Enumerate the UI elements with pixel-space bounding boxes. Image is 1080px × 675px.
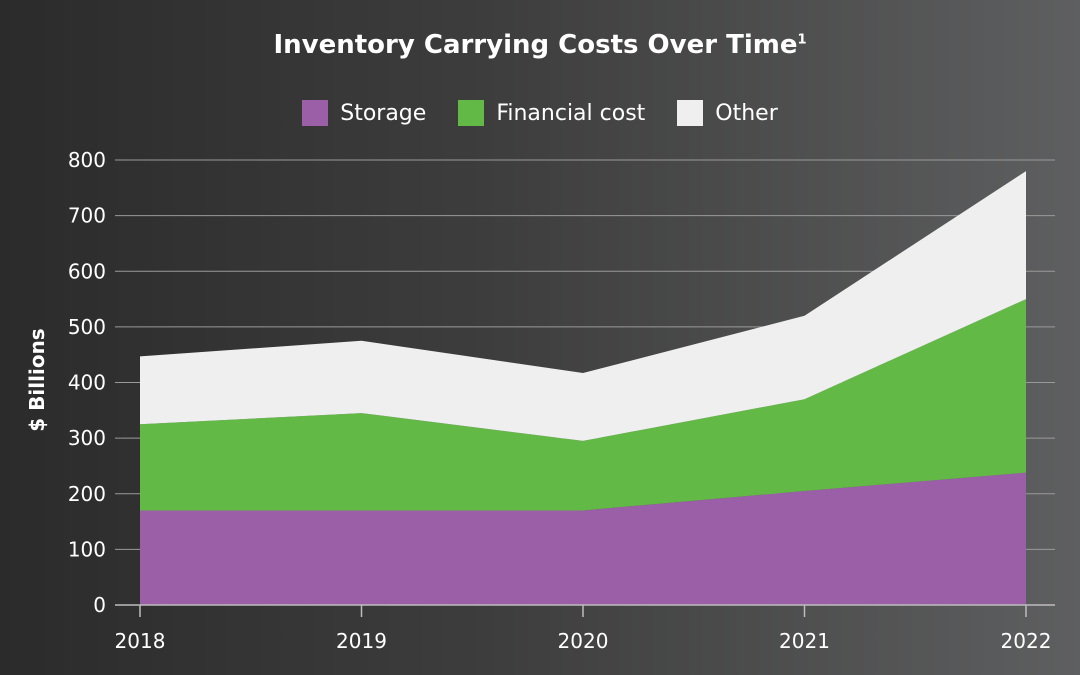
chart-title-text: Inventory Carrying Costs Over Time — [273, 30, 798, 60]
legend: Storage Financial cost Other — [0, 100, 1080, 126]
legend-label-financial-cost: Financial cost — [496, 100, 646, 126]
legend-swatch-other — [677, 100, 704, 126]
y-tick-label-400: 400 — [68, 371, 106, 395]
y-tick-label-100: 100 — [68, 537, 106, 561]
y-tick-label-0: 0 — [93, 593, 106, 617]
legend-swatch-storage — [302, 100, 329, 126]
axis-layer: 0 100 200 300 400 500 600 700 800 2018 2019 2020 202… — [68, 148, 1055, 653]
x-tick-label-2020: 2020 — [558, 629, 609, 653]
y-tick-label-500: 500 — [68, 315, 106, 339]
y-tick-label-600: 600 — [68, 259, 106, 283]
y-tick-label-800: 800 — [68, 148, 106, 172]
x-tick-label-2018: 2018 — [115, 629, 166, 653]
title-footnote: 1 — [797, 32, 807, 48]
chart-title: Inventory Carrying Costs Over Time1 — [0, 30, 1080, 60]
legend-item-other: Other — [677, 100, 778, 126]
x-tick-label-2019: 2019 — [336, 629, 387, 653]
legend-item-storage: Storage — [302, 100, 426, 126]
legend-label-storage: Storage — [340, 100, 427, 126]
y-tick-label-300: 300 — [68, 426, 106, 450]
x-tick-label-2022: 2022 — [1001, 629, 1052, 653]
legend-label-other: Other — [715, 100, 778, 126]
area-other — [140, 171, 1026, 441]
legend-item-financial-cost: Financial cost — [458, 100, 645, 126]
y-tick-label-700: 700 — [68, 204, 106, 228]
legend-swatch-financial-cost — [458, 100, 485, 126]
area-storage — [140, 472, 1026, 605]
area-financial-cost — [140, 299, 1026, 511]
y-tick-label-200: 200 — [68, 482, 106, 506]
x-tick-label-2021: 2021 — [779, 629, 830, 653]
area-layer — [140, 171, 1026, 605]
